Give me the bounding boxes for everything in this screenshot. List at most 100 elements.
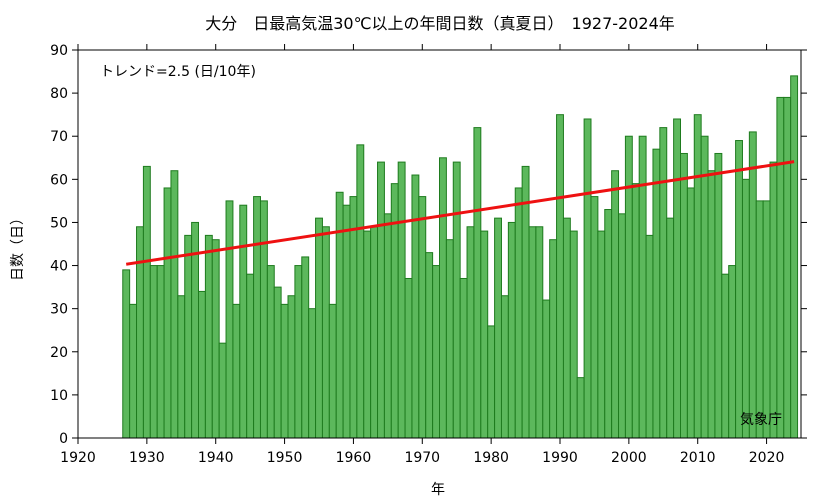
bar-1959: [342, 204, 351, 439]
bar-2003: [645, 234, 654, 439]
axis-ticks: 0 10 20 30 40 50 60 70 80 90 1920 1930 1940 1950 1960 1…: [50, 43, 807, 466]
x-tick-label: 1940: [198, 450, 234, 466]
bar-1970: [418, 196, 427, 439]
bar-1957: [328, 303, 337, 439]
bar-1984: [514, 187, 523, 439]
y-tick-label: 20: [50, 345, 68, 361]
bar-1932: [156, 265, 165, 439]
x-tick-label: 1950: [267, 450, 303, 466]
bar-1995: [590, 196, 599, 439]
bar-1972: [432, 265, 440, 439]
bar-1954: [308, 308, 317, 439]
bar-1965: [383, 213, 392, 439]
bar-1989: [549, 239, 558, 439]
bar-1968: [404, 277, 413, 439]
bar-1967: [397, 161, 406, 439]
x-tick-label: 1980: [473, 450, 509, 466]
bar-2014: [721, 273, 730, 439]
bar-1974: [445, 239, 454, 439]
bar-1943: [232, 303, 241, 439]
y-tick-label: 0: [59, 431, 68, 447]
y-tick-label: 60: [50, 172, 68, 188]
x-tick-label: 1970: [404, 450, 440, 466]
bar-2013: [714, 152, 723, 439]
bar-1980: [487, 325, 496, 439]
bar-1978: [473, 127, 482, 439]
bar-2008: [680, 152, 688, 439]
bar-1931: [149, 265, 158, 439]
bar-1971: [425, 252, 434, 439]
bar-1934: [170, 170, 179, 439]
bar-2017: [741, 178, 750, 439]
bar-1994: [583, 118, 592, 439]
bar-2007: [673, 118, 681, 439]
bar-1960: [349, 196, 358, 439]
x-axis-label: 年: [431, 482, 445, 498]
bar-1940: [211, 239, 220, 439]
bar-1946: [253, 196, 261, 439]
y-tick-label: 30: [50, 302, 68, 318]
bar-2012: [707, 170, 716, 439]
bar-1953: [301, 256, 310, 439]
bar-2010: [693, 114, 702, 439]
bar-2015: [728, 265, 737, 439]
bar-2011: [700, 135, 709, 439]
bar-1952: [294, 265, 303, 439]
bar-1973: [439, 157, 447, 439]
bar-1999: [618, 213, 626, 439]
y-tick-label: 10: [50, 388, 68, 404]
bar-1983: [507, 221, 516, 439]
bar-2021: [769, 161, 778, 439]
bar-1982: [500, 295, 509, 439]
bar-1930: [142, 165, 151, 439]
bars: [122, 75, 799, 439]
bar-1955: [315, 217, 323, 439]
bar-2020: [762, 200, 771, 439]
bar-1951: [287, 295, 296, 439]
bar-1964: [377, 161, 385, 439]
plot-frame: [77, 49, 802, 439]
bar-2016: [735, 140, 743, 439]
bar-1976: [459, 277, 468, 439]
bar-1927: [122, 269, 131, 439]
bar-1988: [542, 299, 551, 439]
bar-2019: [755, 200, 764, 439]
bar-1929: [136, 226, 144, 439]
y-tick-label: 90: [50, 43, 68, 59]
y-axis-label: 日数（日）: [10, 211, 26, 281]
bar-1998: [611, 170, 620, 439]
bar-2022: [776, 96, 785, 439]
bar-1935: [177, 295, 186, 439]
bar-2023: [783, 96, 792, 439]
bar-1985: [521, 165, 530, 439]
trend-line: [125, 160, 795, 266]
bar-2009: [686, 187, 695, 439]
bar-1938: [198, 290, 206, 439]
bar-1981: [494, 217, 502, 439]
bar-1992: [569, 230, 578, 439]
bar-2024: [790, 75, 799, 439]
bar-1990: [556, 114, 564, 439]
y-tick-label: 70: [50, 129, 68, 145]
bar-1987: [535, 226, 544, 439]
bar-1949: [273, 286, 282, 439]
bar-1928: [129, 303, 138, 439]
bar-1958: [335, 191, 344, 439]
x-tick-label: 1990: [542, 450, 578, 466]
bar-1979: [480, 230, 489, 439]
bar-1961: [356, 144, 365, 439]
bar-1939: [204, 234, 213, 439]
bar-1993: [576, 377, 585, 439]
bar-1933: [163, 187, 172, 439]
bar-2001: [631, 183, 640, 439]
bar-1944: [239, 204, 248, 439]
bar-1991: [562, 217, 571, 439]
bar-1997: [604, 209, 613, 439]
bar-1986: [528, 226, 537, 439]
y-tick-label: 80: [50, 86, 68, 102]
bar-1942: [225, 200, 234, 439]
bar-1956: [321, 226, 330, 439]
bar-1975: [452, 161, 461, 439]
bar-1945: [246, 273, 255, 439]
